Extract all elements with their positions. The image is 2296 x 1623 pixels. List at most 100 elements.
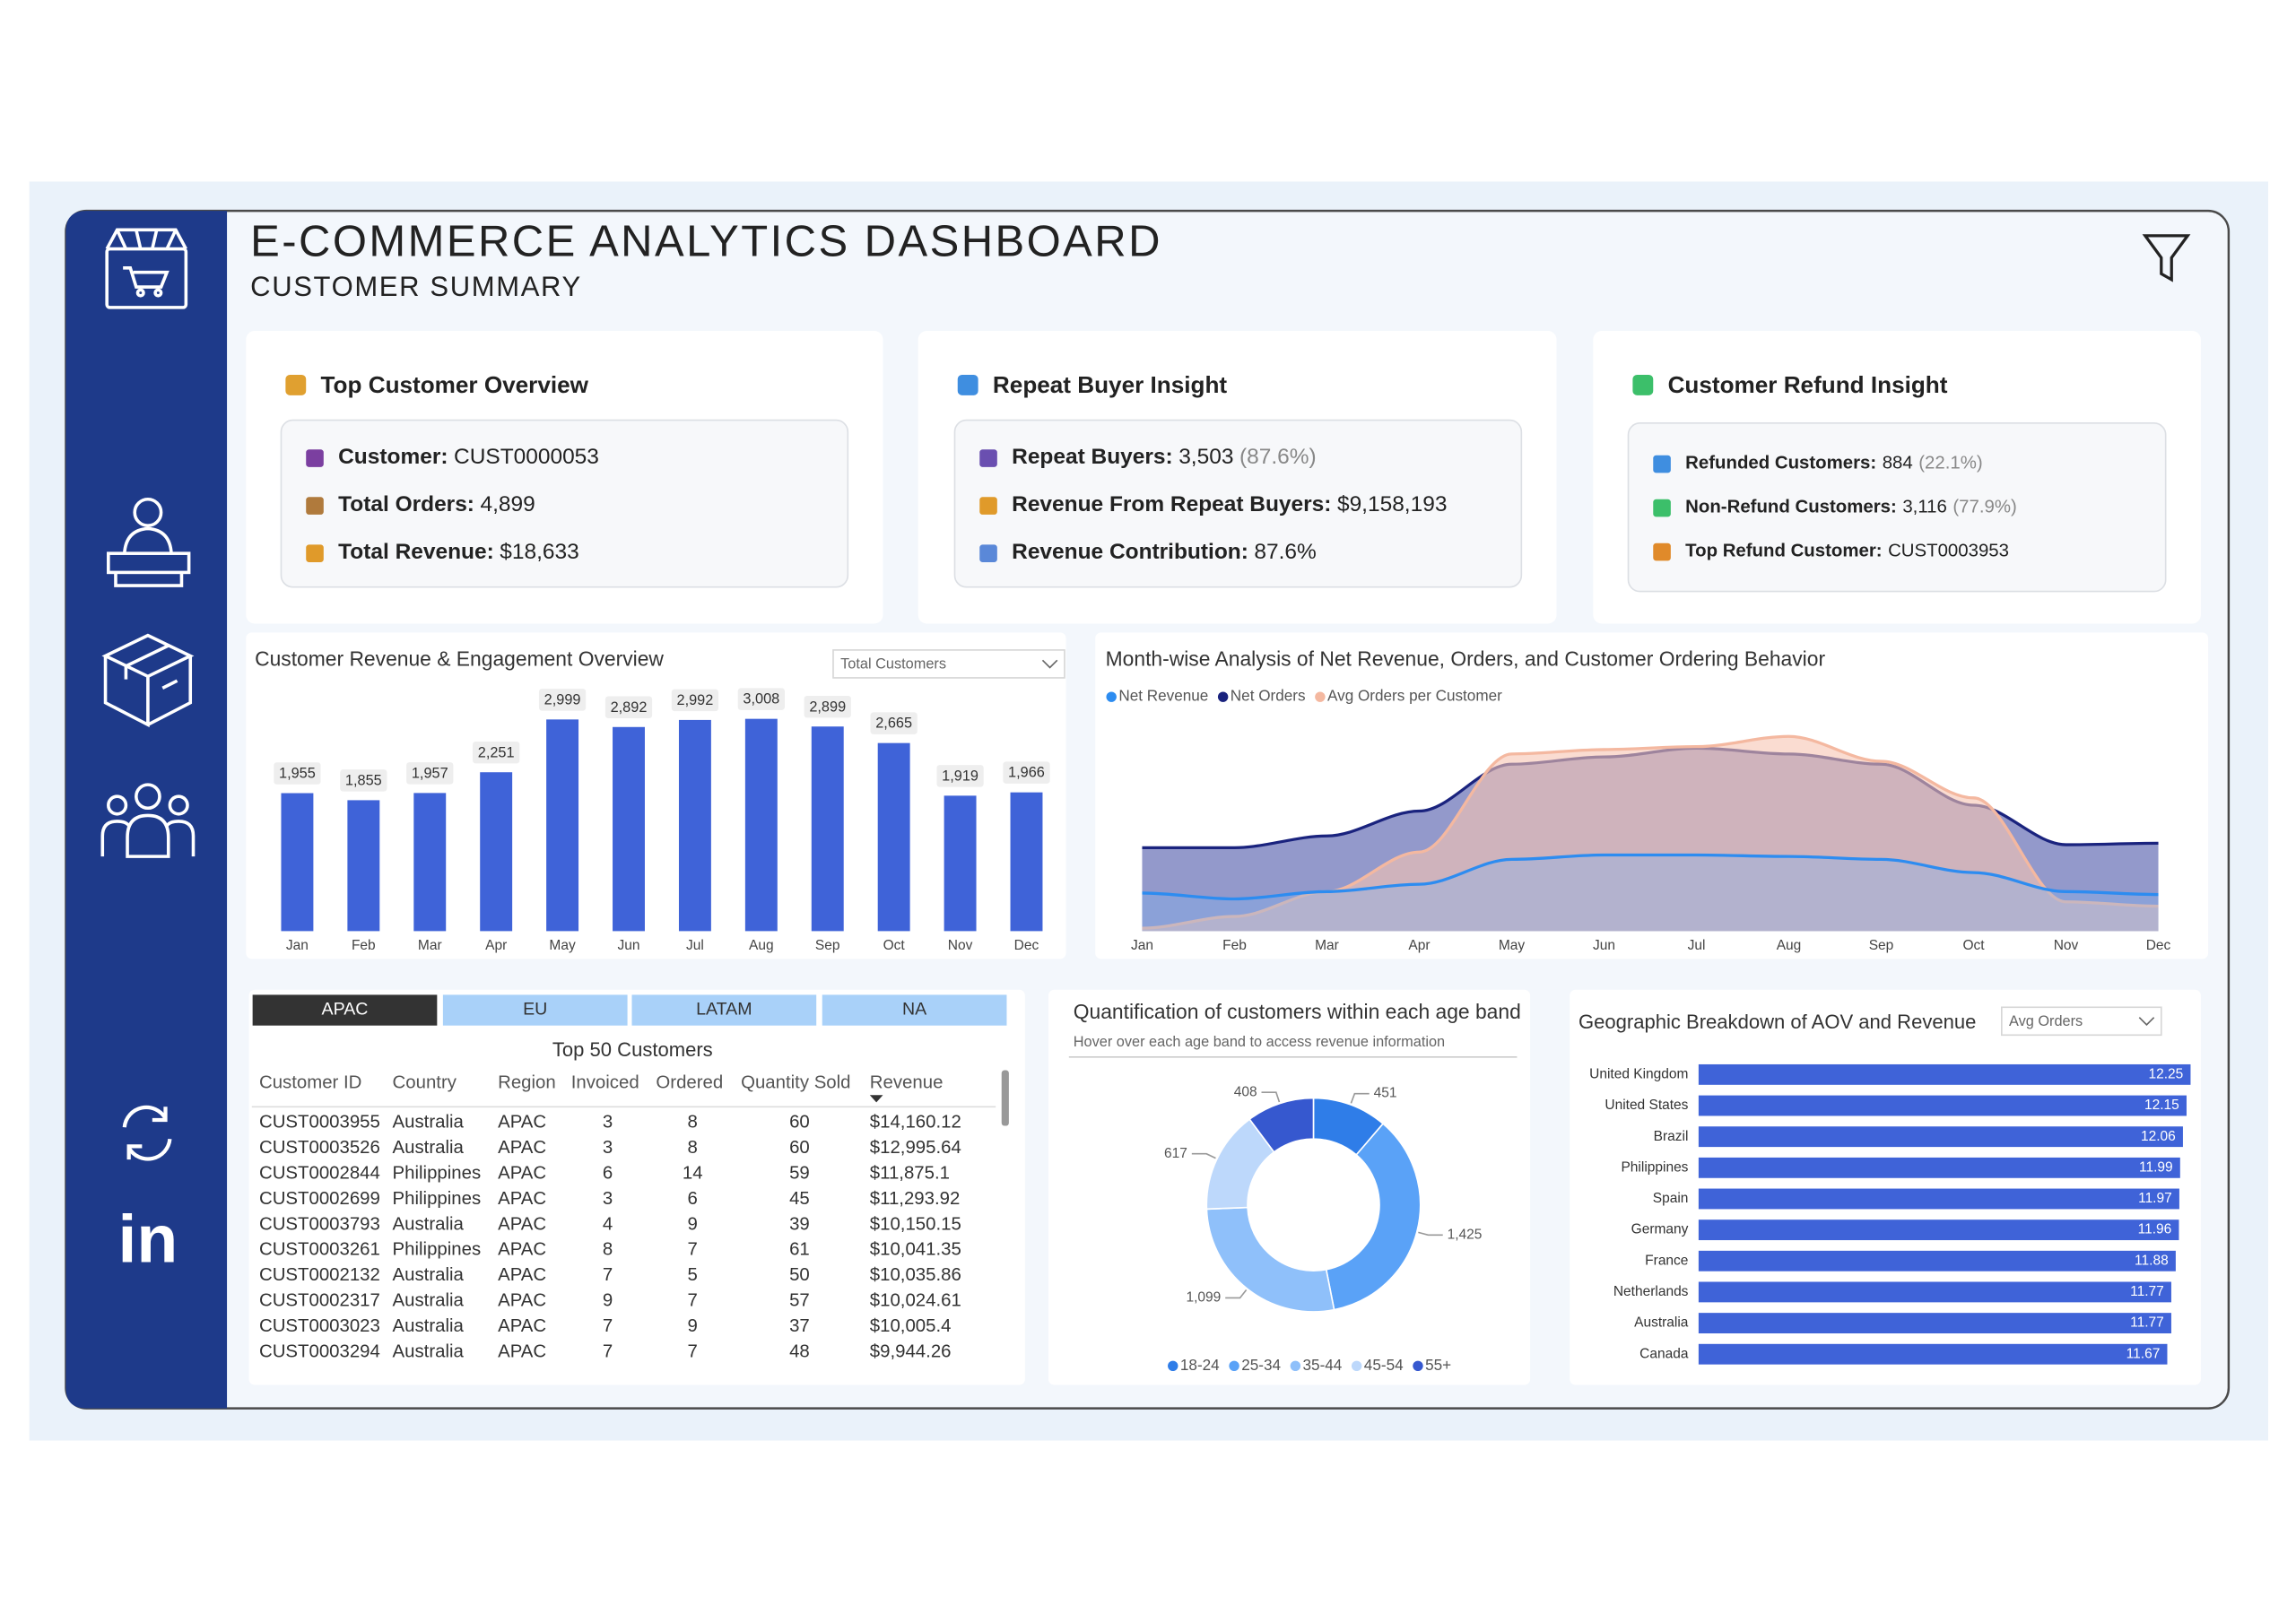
table-cell: 9 xyxy=(603,1291,613,1311)
value-label: 11.67 xyxy=(2126,1346,2161,1361)
table-cell: CUST0003955 xyxy=(259,1113,380,1133)
legend-label: 25-34 xyxy=(1241,1356,1281,1374)
donut-slice xyxy=(1205,1206,1335,1313)
table-cell: 7 xyxy=(688,1341,698,1361)
kpi-label: Total Revenue: xyxy=(338,541,494,565)
kpi-item: Revenue From Repeat Buyers: $9,158,193 xyxy=(1012,493,1447,517)
table-cell: APAC xyxy=(498,1265,546,1285)
leader-line xyxy=(1261,1091,1281,1103)
table-cell: APAC xyxy=(498,1341,546,1361)
value-label: 1,966 xyxy=(1008,765,1045,781)
y-tick-label: France xyxy=(1645,1253,1688,1268)
value-label: 1,919 xyxy=(942,768,978,784)
linkedin-icon[interactable]: in xyxy=(118,1202,178,1277)
column-header: Invoiced xyxy=(571,1073,639,1093)
agent-icon[interactable] xyxy=(107,497,191,587)
dashboard-title: E-COMMERCE ANALYTICS DASHBOARD xyxy=(250,218,1162,266)
box-icon[interactable] xyxy=(101,633,195,728)
kpi-inner-box xyxy=(280,419,849,588)
table-cell: 9 xyxy=(688,1316,698,1336)
donut-slice xyxy=(1325,1123,1422,1311)
region-tab-label: APAC xyxy=(322,1000,369,1020)
x-tick-label: Apr xyxy=(485,938,507,953)
customers-icon[interactable] xyxy=(100,783,196,858)
table-cell: CUST0003294 xyxy=(259,1341,380,1361)
value-label-bg xyxy=(604,696,653,718)
table-cell: 7 xyxy=(688,1291,698,1311)
column-header: Region xyxy=(498,1073,556,1093)
slice-label: 408 xyxy=(1234,1084,1257,1099)
legend-dot xyxy=(1106,691,1117,702)
scrollbar xyxy=(1001,1070,1009,1126)
table-cell: 4 xyxy=(603,1214,613,1234)
value-label: 12.25 xyxy=(2148,1066,2183,1081)
region-tab[interactable] xyxy=(441,993,630,1028)
kpi-item-icon xyxy=(306,449,324,467)
kpi-item: Customer: CUST0000053 xyxy=(338,446,599,470)
kpi-value: 4,899 xyxy=(481,493,535,517)
table-cell: Philippines xyxy=(393,1163,482,1183)
dropdown-chevron xyxy=(1041,659,1058,669)
table-cell: $10,005.4 xyxy=(870,1316,952,1336)
table-cell: 60 xyxy=(789,1138,810,1158)
kpi-item: Total Revenue: $18,633 xyxy=(338,541,579,565)
bar xyxy=(1698,1343,2168,1365)
value-label: 2,892 xyxy=(611,699,648,716)
x-tick-label: Jan xyxy=(286,938,309,953)
filter-icon[interactable] xyxy=(2142,234,2191,282)
legend-label: Net Revenue xyxy=(1118,687,1208,705)
dropdown[interactable] xyxy=(832,649,1065,679)
leader-line xyxy=(1350,1092,1370,1104)
table-cell: CUST0002699 xyxy=(259,1189,380,1209)
kpi-item: Top Refund Customer: CUST0003953 xyxy=(1685,542,2009,561)
region-tab[interactable] xyxy=(630,993,818,1028)
table-cell: 7 xyxy=(603,1341,613,1361)
kpi-item: Revenue Contribution: 87.6% xyxy=(1012,541,1317,565)
value-label: 11.96 xyxy=(2138,1222,2172,1237)
kpi-item: Refunded Customers: 884 (22.1%) xyxy=(1685,454,1982,473)
region-tab[interactable] xyxy=(821,993,1009,1028)
table-cell: Australia xyxy=(393,1316,465,1336)
store-icon xyxy=(105,228,188,309)
table-cell: 50 xyxy=(789,1265,810,1285)
bar xyxy=(1698,1157,2180,1178)
bar xyxy=(1698,1095,2187,1116)
value-label-bg xyxy=(406,762,454,785)
donut-panel xyxy=(1048,989,1531,1385)
bar xyxy=(546,719,579,932)
legend-label: Avg Orders per Customer xyxy=(1327,687,1502,705)
bar xyxy=(480,772,513,932)
kpi-card-title: Repeat Buyer Insight xyxy=(993,371,1227,398)
kpi-inner-box xyxy=(953,419,1523,588)
refresh-icon[interactable] xyxy=(122,1105,172,1161)
x-tick-label: Dec xyxy=(1014,938,1039,953)
kpi-item: Repeat Buyers: 3,503 (87.6%) xyxy=(1012,446,1316,470)
y-tick-label: Australia xyxy=(1634,1315,1689,1331)
table-cell: APAC xyxy=(498,1189,546,1209)
slice-label: 617 xyxy=(1164,1146,1187,1161)
kpi-card-icon xyxy=(1632,374,1654,395)
value-label-bg xyxy=(274,762,321,785)
legend-dot xyxy=(1413,1360,1423,1371)
column-header: Quantity Sold xyxy=(741,1073,850,1093)
y-tick-label: Germany xyxy=(1631,1222,1689,1237)
value-label-bg xyxy=(804,695,851,718)
region-tab[interactable] xyxy=(251,993,439,1028)
table-cell: 8 xyxy=(688,1113,698,1133)
bar xyxy=(281,793,314,932)
x-tick-label: Nov xyxy=(948,938,973,953)
region-tab-label: NA xyxy=(902,1000,927,1020)
kpi-label: Customer: xyxy=(338,446,448,470)
bar xyxy=(1698,1250,2176,1271)
bar xyxy=(944,795,977,932)
table-cell: CUST0003526 xyxy=(259,1138,380,1158)
y-tick-label: Philippines xyxy=(1621,1159,1688,1175)
y-tick-label: Canada xyxy=(1639,1346,1689,1361)
table-cell: CUST0003793 xyxy=(259,1214,380,1234)
legend-label: 35-44 xyxy=(1303,1356,1343,1374)
dropdown[interactable] xyxy=(2001,1006,2162,1037)
value-label: 1,957 xyxy=(412,765,448,781)
kpi-inner-box xyxy=(1627,422,2167,593)
table-cell: $9,944.26 xyxy=(870,1341,952,1361)
table-cell: CUST0003261 xyxy=(259,1240,380,1260)
